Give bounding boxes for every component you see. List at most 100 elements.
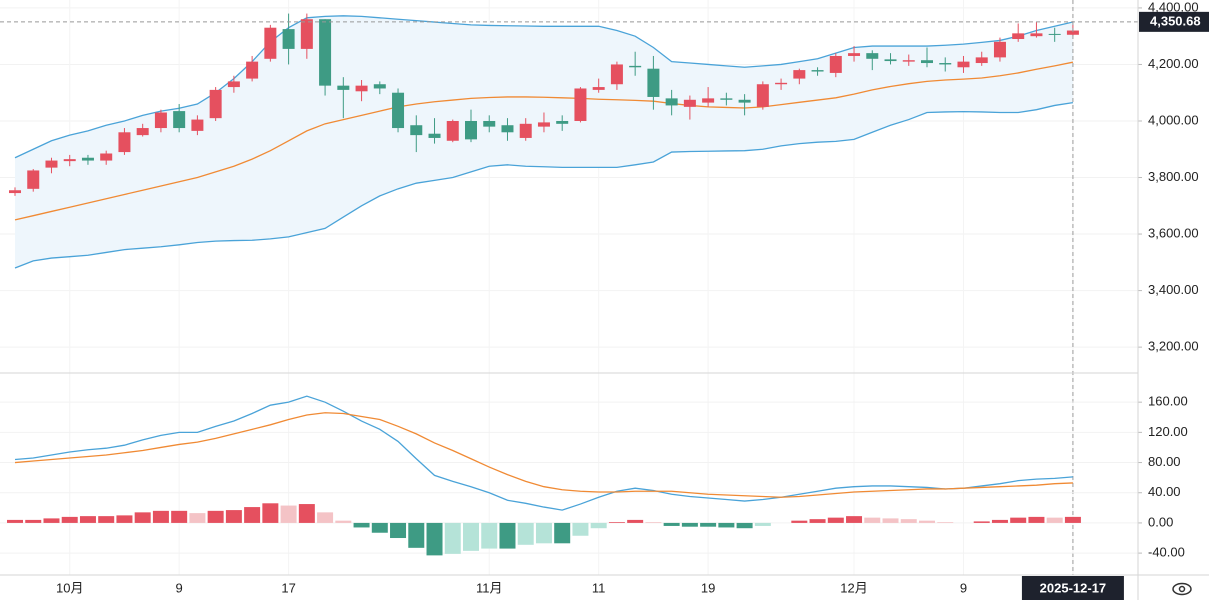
y-tick-label: 4,000.00	[1148, 112, 1199, 127]
x-tick-label: 12月	[840, 580, 867, 595]
candle-body	[866, 53, 879, 59]
candle-body	[775, 82, 788, 85]
macd-histogram-bar	[827, 517, 844, 523]
macd-histogram-bar	[809, 519, 826, 523]
candle-body	[27, 170, 40, 189]
candle-body	[957, 61, 970, 68]
macd-dif-line	[14, 395, 1073, 511]
plot-layer: 金 盛10月91711月111912月92025-12-17	[0, 0, 1142, 600]
candle-body	[501, 125, 514, 133]
macd-histogram-bar	[681, 522, 698, 527]
candle-body	[592, 87, 605, 90]
candle-body	[81, 157, 94, 161]
candle-body	[902, 60, 915, 62]
macd-histogram-bar	[517, 522, 534, 545]
y-tick-label: 120.00	[1148, 424, 1188, 439]
macd-histogram-bar	[171, 510, 188, 523]
macd-histogram-bar	[7, 519, 23, 523]
y-tick-label: 3,800.00	[1148, 169, 1199, 184]
macd-histogram-bar	[444, 522, 461, 554]
candle-body	[921, 60, 933, 64]
candle-body	[975, 57, 988, 64]
macd-histogram-bar	[499, 522, 516, 549]
macd-histogram-bar	[718, 522, 735, 528]
macd-histogram-bar	[79, 516, 96, 523]
macd-histogram-bar	[991, 519, 1008, 523]
macd-histogram-bar	[663, 522, 680, 526]
band-lower	[14, 101, 1074, 269]
x-tick-label: 9	[176, 580, 183, 595]
macd-histogram-bar	[390, 522, 407, 539]
macd-histogram-bar	[554, 522, 571, 544]
macd-histogram-bar	[590, 522, 607, 529]
x-tick-label: 19	[701, 580, 715, 595]
candle-body	[702, 98, 715, 103]
macd-histogram-bar	[189, 513, 206, 523]
macd-histogram-bar	[43, 518, 60, 523]
candle-body	[373, 84, 386, 89]
candle-body	[738, 99, 751, 103]
y-tick-label: 4,200.00	[1148, 56, 1199, 71]
macd-histogram-bar	[463, 522, 479, 551]
macd-histogram-bar	[608, 522, 625, 523]
candle-body	[793, 70, 806, 79]
candle-body	[446, 120, 459, 141]
x-tick-label: 9	[960, 580, 967, 595]
eye-outline	[1172, 582, 1192, 596]
crosshair-price-box	[1139, 11, 1209, 32]
macd-histogram-bar	[25, 519, 42, 523]
macd-histogram-bar	[98, 516, 115, 523]
candle-body	[610, 64, 623, 85]
macd-histogram-bar	[61, 516, 78, 523]
candle-body	[100, 153, 113, 161]
y-tick-label: 4,400.00	[1148, 0, 1199, 14]
y-tick-label: 3,400.00	[1148, 282, 1199, 297]
y-tick-label: 3,600.00	[1148, 225, 1199, 240]
candle-body	[392, 92, 405, 129]
candle-body	[884, 59, 897, 62]
candle-body	[1048, 33, 1061, 35]
candle-body	[811, 70, 824, 72]
candle-body	[683, 99, 696, 107]
candle-body	[665, 98, 678, 106]
y-tick-label: 40.00	[1148, 484, 1181, 499]
macd-signal-line	[14, 412, 1073, 498]
x-tick-label: 17	[281, 580, 295, 595]
candle-body	[45, 160, 58, 168]
candle-body	[227, 81, 240, 88]
macd-histogram-bar	[298, 504, 315, 523]
candle-body	[574, 88, 587, 121]
band-fill	[15, 15, 1073, 268]
x-tick-label: 11月	[476, 580, 503, 595]
candle-body	[1030, 33, 1043, 37]
candle-body	[173, 111, 186, 129]
candle-body	[939, 63, 952, 65]
candle-body	[9, 190, 21, 194]
candle-body	[1066, 30, 1079, 35]
macd-histogram-bar	[627, 519, 644, 523]
macd-histogram-bar	[754, 522, 771, 526]
settings-icon[interactable]	[1172, 582, 1192, 596]
macd-histogram-bar	[645, 522, 662, 523]
macd-histogram-bar	[900, 519, 917, 523]
macd-histogram-bar	[882, 518, 899, 523]
macd-histogram-bar	[973, 521, 990, 523]
macd-histogram-bar	[335, 520, 352, 523]
candle-body	[319, 19, 332, 86]
macd-histogram-bar	[207, 510, 224, 523]
band-upper	[14, 15, 1074, 159]
macd-histogram-bar	[1028, 516, 1045, 523]
band-middle	[14, 61, 1074, 221]
candle-body	[629, 65, 642, 68]
macd-histogram-bar	[353, 522, 370, 528]
macd-histogram-bar	[700, 522, 717, 527]
crosshair-date-box	[1021, 576, 1124, 600]
eye-pupil	[1178, 585, 1186, 593]
candle-body	[209, 89, 222, 119]
macd-histogram-bar	[371, 522, 388, 533]
candle-body	[337, 85, 350, 90]
macd-histogram-bar	[134, 512, 151, 523]
x-tick-label: 10月	[56, 580, 83, 595]
